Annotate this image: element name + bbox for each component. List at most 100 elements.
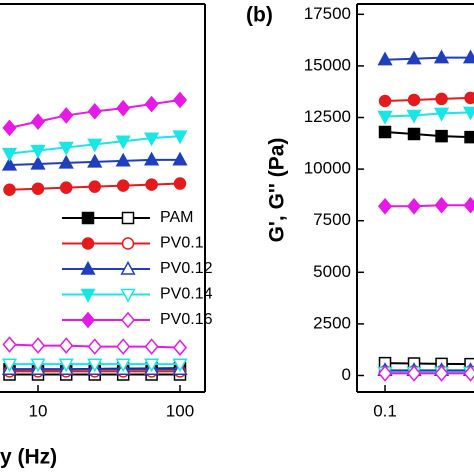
marker: [115, 152, 131, 167]
series-line: [384, 96, 471, 102]
marker: [406, 109, 422, 124]
plot-area: [377, 49, 474, 382]
y-tick-label: 5000: [313, 262, 351, 281]
marker: [2, 119, 17, 137]
legend-marker: [80, 260, 96, 275]
legend-marker: [81, 237, 95, 250]
marker: [378, 94, 392, 108]
marker: [377, 51, 393, 66]
y-tick-label: 2500: [313, 313, 351, 332]
y-tick-label: 10000: [304, 159, 351, 178]
x-tick-label: 10: [29, 401, 48, 420]
marker: [88, 180, 102, 193]
legend-label: PV0.12: [160, 260, 213, 277]
marker: [144, 338, 159, 355]
y-axis-label: G', G'' (Pa): [266, 138, 289, 243]
marker: [1, 358, 18, 373]
marker: [115, 358, 131, 373]
marker: [30, 337, 46, 354]
marker: [434, 365, 449, 382]
marker: [435, 92, 448, 106]
series-line: [384, 130, 471, 139]
marker: [2, 336, 17, 353]
marker: [59, 337, 74, 354]
marker: [1, 147, 18, 162]
x-tick-label: 100: [166, 401, 194, 420]
x-tick-label: 0.1: [373, 401, 397, 420]
marker: [30, 155, 46, 170]
plot-area: [1, 91, 188, 381]
marker: [87, 153, 103, 168]
marker: [59, 107, 74, 124]
legend-label: PV0.14: [160, 286, 213, 303]
x-axis-label: y (Hz): [0, 446, 57, 469]
marker: [58, 141, 74, 156]
marker: [464, 130, 474, 144]
series-line: [385, 362, 471, 366]
legend-marker: [120, 311, 136, 329]
marker: [1, 156, 18, 171]
marker: [407, 127, 421, 141]
marker: [377, 110, 393, 125]
series-line: [384, 56, 471, 61]
y-tick-label: 15000: [304, 55, 351, 74]
marker: [58, 358, 74, 373]
marker: [172, 91, 188, 109]
marker: [115, 135, 131, 150]
legend-marker: [80, 288, 96, 303]
panel-label: (b): [246, 4, 273, 27]
marker: [435, 129, 448, 143]
marker: [87, 338, 102, 355]
marker: [30, 113, 46, 130]
marker: [145, 178, 158, 191]
marker: [87, 138, 103, 153]
marker: [31, 182, 45, 195]
marker: [463, 365, 474, 382]
marker: [377, 365, 393, 382]
marker: [144, 95, 159, 113]
series-line: [384, 111, 471, 118]
marker: [172, 151, 188, 166]
legend-marker: [120, 260, 136, 275]
legend-marker: [121, 211, 135, 225]
marker: [433, 107, 450, 122]
legend-marker: [80, 311, 96, 329]
marker: [116, 179, 130, 192]
marker: [144, 132, 160, 147]
marker: [116, 99, 131, 117]
marker: [87, 103, 102, 120]
marker: [464, 91, 474, 105]
marker: [433, 49, 450, 64]
y-tick-label: 17500: [304, 4, 351, 23]
marker: [173, 177, 187, 190]
marker: [30, 144, 46, 159]
marker: [144, 151, 160, 166]
marker: [172, 339, 188, 356]
marker: [407, 93, 421, 107]
marker: [463, 196, 474, 214]
marker: [378, 125, 392, 139]
marker: [30, 358, 46, 373]
legend-marker: [120, 288, 136, 303]
y-tick-label: 7500: [313, 210, 351, 229]
marker: [406, 197, 422, 215]
marker: [377, 197, 393, 215]
legend-marker: [81, 211, 95, 225]
marker: [87, 358, 103, 373]
marker: [116, 338, 131, 355]
marker: [3, 183, 16, 196]
y-tick-label: 12500: [304, 107, 351, 126]
marker: [59, 181, 73, 194]
marker: [172, 358, 188, 373]
marker: [434, 196, 449, 214]
series-line: [385, 204, 471, 208]
marker: [58, 154, 74, 169]
legend-label: PV0.16: [160, 311, 213, 328]
y-tick-label: 0: [342, 365, 351, 384]
marker: [406, 365, 422, 382]
legend-label: PV0.1: [160, 235, 204, 252]
legend-label: PAM: [160, 209, 193, 226]
marker: [172, 130, 188, 145]
